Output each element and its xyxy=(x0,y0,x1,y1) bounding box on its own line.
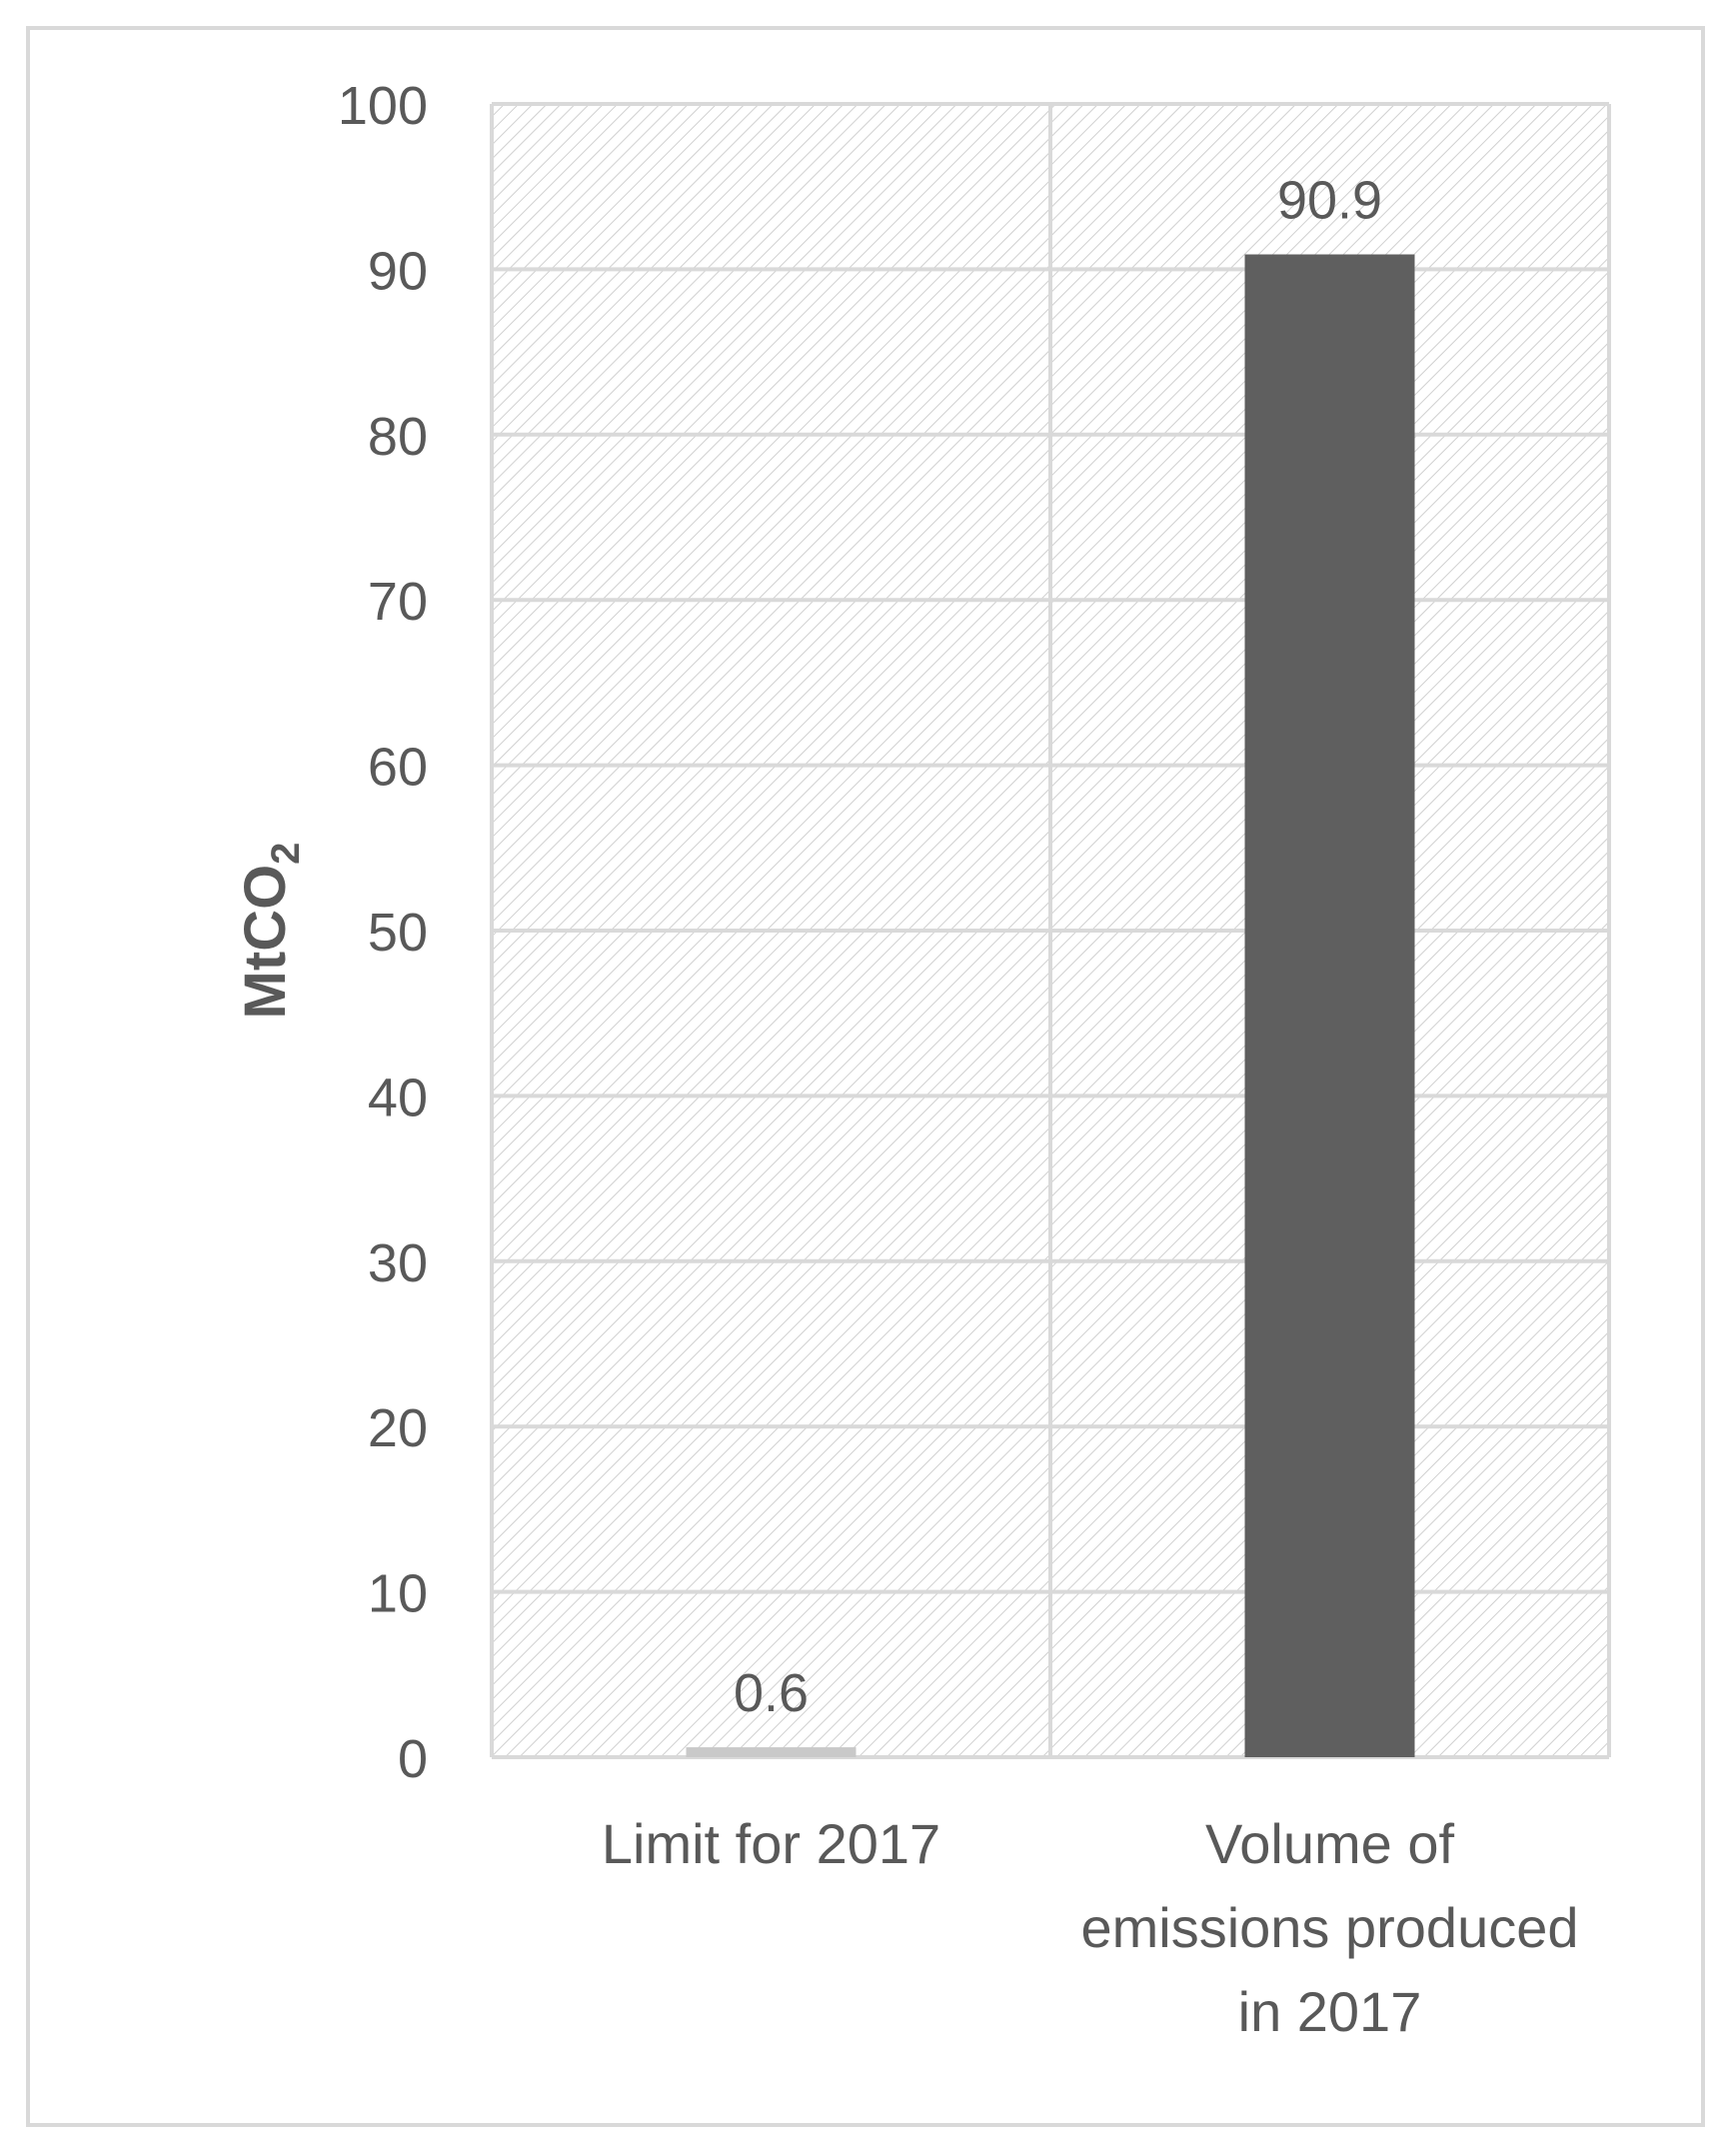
data-labels: 0.6 90.9 xyxy=(734,171,1382,1724)
x-axis-category-labels: Limit for 2017 Volume of emissions produce… xyxy=(602,1812,1579,2043)
y-tick-label-20: 20 xyxy=(368,1398,428,1458)
y-tick-label-40: 40 xyxy=(368,1068,428,1127)
y-tick-label-100: 100 xyxy=(338,76,428,136)
y-axis-label: MtCO2 xyxy=(233,843,308,1020)
y-tick-label-90: 90 xyxy=(368,241,428,301)
y-tick-label-0: 0 xyxy=(398,1729,428,1789)
y-tick-label-50: 50 xyxy=(368,903,428,963)
data-label-0: 0.6 xyxy=(734,1663,809,1723)
y-tick-label-60: 60 xyxy=(368,738,428,798)
y-tick-label-80: 80 xyxy=(368,407,428,467)
y-tick-label-30: 30 xyxy=(368,1233,428,1293)
y-axis-tick-labels: 0 10 20 30 40 50 60 70 80 90 100 xyxy=(338,76,428,1789)
data-label-1: 90.9 xyxy=(1277,171,1382,231)
y-tick-label-10: 10 xyxy=(368,1564,428,1624)
y-tick-label-70: 70 xyxy=(368,572,428,632)
bars xyxy=(686,254,1415,1757)
bar-1 xyxy=(1244,254,1415,1757)
category-label-1: Volume of emissions produced in 2017 xyxy=(1080,1812,1578,2043)
category-label-0: Limit for 2017 xyxy=(602,1812,940,1875)
gridlines xyxy=(490,102,1611,1759)
bar-0 xyxy=(686,1747,857,1757)
